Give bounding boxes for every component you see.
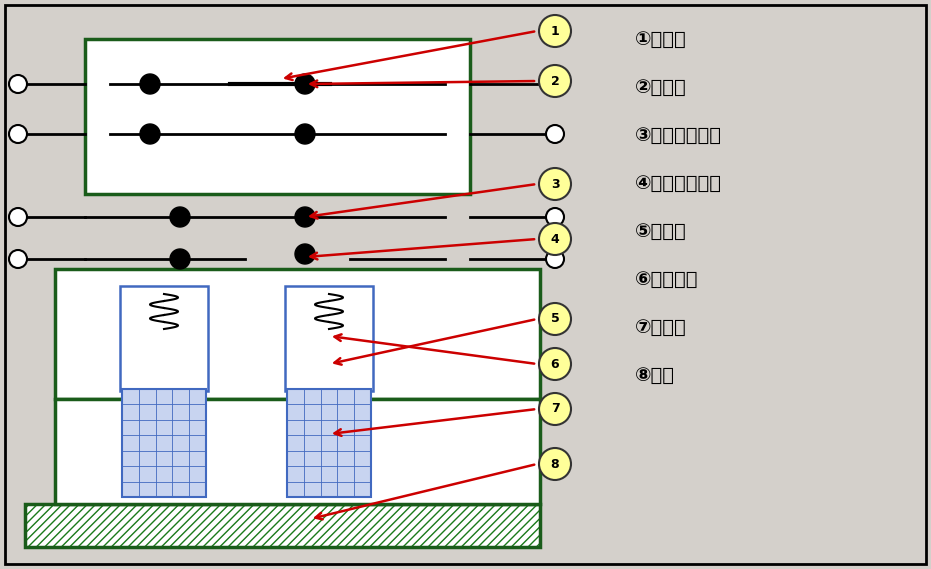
Circle shape (539, 303, 571, 335)
Bar (85, 39, 110, 194)
Text: 1: 1 (550, 24, 560, 38)
Text: ⑤动铁芯: ⑤动铁芯 (635, 221, 687, 241)
Bar (287, 326, 371, 341)
Circle shape (295, 124, 315, 144)
Text: ⑥电磁线圈: ⑥电磁线圈 (635, 270, 698, 288)
Bar (287, 389, 371, 497)
Bar (285, 286, 373, 391)
Circle shape (539, 65, 571, 97)
Circle shape (539, 448, 571, 480)
Circle shape (539, 393, 571, 425)
Text: 3: 3 (551, 178, 560, 191)
Text: 4: 4 (550, 233, 560, 245)
Bar (55, 399, 540, 504)
Circle shape (9, 208, 27, 226)
Text: 7: 7 (550, 402, 560, 415)
Circle shape (9, 250, 27, 268)
Bar (445, 194, 470, 274)
Bar (122, 326, 206, 341)
Circle shape (140, 74, 160, 94)
Text: 2: 2 (550, 75, 560, 88)
Circle shape (295, 207, 315, 227)
Circle shape (295, 74, 315, 94)
Bar (122, 389, 206, 497)
Bar (85, 39, 470, 194)
Text: ⑦静铁芯: ⑦静铁芯 (635, 318, 687, 336)
Circle shape (546, 250, 564, 268)
Text: ①灭弧罩: ①灭弧罩 (635, 30, 687, 48)
Text: 8: 8 (551, 457, 560, 471)
Bar (445, 39, 470, 194)
Circle shape (539, 168, 571, 200)
Circle shape (295, 244, 315, 264)
Text: 5: 5 (550, 312, 560, 325)
Circle shape (539, 15, 571, 47)
Circle shape (9, 75, 27, 93)
Circle shape (170, 249, 190, 269)
Circle shape (539, 223, 571, 255)
Text: ⑧弹簧: ⑧弹簧 (635, 365, 675, 385)
Text: ④常开辅助触头: ④常开辅助触头 (635, 174, 722, 192)
Circle shape (546, 125, 564, 143)
Circle shape (170, 207, 190, 227)
Text: 6: 6 (551, 357, 560, 370)
Circle shape (539, 348, 571, 380)
Circle shape (546, 75, 564, 93)
Text: ②主触头: ②主触头 (635, 77, 687, 97)
Text: ③常闭辅助触头: ③常闭辅助触头 (635, 126, 722, 145)
Bar (25, 504, 540, 547)
Circle shape (546, 208, 564, 226)
Circle shape (9, 125, 27, 143)
Bar (18, 19, 573, 274)
Bar (120, 286, 208, 391)
Bar (55, 269, 540, 399)
Circle shape (140, 124, 160, 144)
